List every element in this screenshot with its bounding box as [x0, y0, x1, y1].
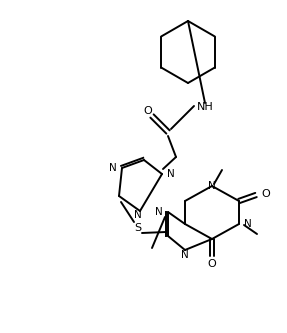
- Text: O: O: [208, 259, 216, 269]
- Text: N: N: [134, 210, 142, 220]
- Text: N: N: [244, 219, 252, 229]
- Text: NH: NH: [197, 102, 213, 112]
- Text: N: N: [155, 207, 163, 217]
- Text: S: S: [134, 223, 141, 233]
- Text: N: N: [208, 181, 216, 191]
- Text: N: N: [167, 169, 175, 179]
- Text: N: N: [181, 250, 189, 260]
- Text: O: O: [261, 189, 270, 199]
- Text: N: N: [109, 163, 117, 173]
- Text: O: O: [144, 106, 152, 116]
